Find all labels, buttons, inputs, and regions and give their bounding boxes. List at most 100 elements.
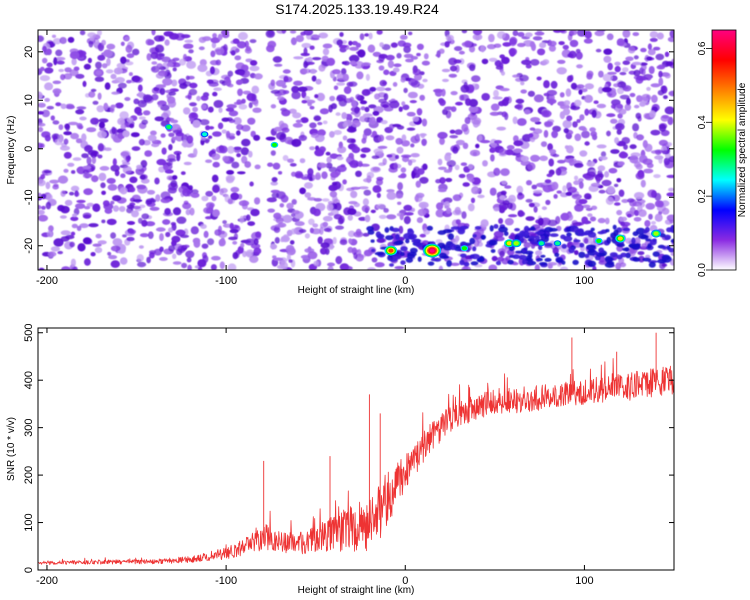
heatmap-cell [614,61,621,66]
heatmap-cell [622,227,631,232]
heatmap-cell [346,138,356,144]
heatmap-cell [618,189,625,197]
heatmap-cell [96,105,105,113]
heatmap-cell [115,102,124,109]
heatmap-cell [646,56,653,61]
heatmap-cell [233,117,242,125]
heatmap-cell [480,235,486,240]
heatmap-cell [607,62,613,71]
heatmap-cell [172,136,177,141]
heatmap-cell [656,32,664,40]
heatmap-cell [239,215,244,224]
heatmap-cell [547,143,553,151]
heatmap-cell [532,189,544,194]
heatmap-cell [144,150,153,157]
heatmap-hotspot [653,231,659,236]
heatmap-cell [63,73,73,80]
heatmap-cell [444,41,450,48]
heatmap-cell [494,140,502,144]
heatmap-cell [241,138,251,147]
heatmap-cell [415,133,420,140]
heatmap-cell [245,251,254,257]
heatmap-cell [275,79,286,87]
heatmap-cell [101,39,106,46]
heatmap-cell [84,258,91,266]
heatmap-cell [629,144,637,150]
heatmap-cell [122,165,132,174]
heatmap-cell [74,190,79,197]
heatmap-cell [384,87,392,92]
heatmap-cell [131,146,141,152]
heatmap-cell [321,171,328,179]
heatmap-cell [366,226,374,232]
heatmap-cell [113,205,119,212]
heatmap-cell [371,257,378,263]
heatmap-cell [208,81,219,87]
heatmap-cell [578,198,588,205]
heatmap-cell [598,247,605,254]
heatmap-cell [572,121,578,128]
heatmap-cell [527,227,537,231]
heatmap-cell [400,77,406,83]
y-tick-label: 300 [23,418,35,436]
heatmap-hotspot [506,241,512,246]
heatmap-cell [419,176,429,184]
heatmap-cell [504,149,515,156]
heatmap-cell [544,179,552,184]
heatmap-cell [75,73,85,79]
heatmap-cell [240,242,245,248]
heatmap-cell [386,214,397,220]
heatmap-cell [156,63,163,68]
heatmap-cell [213,87,222,91]
heatmap-cell [520,81,525,86]
heatmap-cell [561,260,566,265]
heatmap-cell [252,107,262,113]
heatmap-cell [275,217,284,224]
heatmap-cell [136,164,143,170]
heatmap-cell [490,249,496,253]
heatmap-cell [527,162,536,171]
heatmap-cell [493,224,499,229]
heatmap-cell [41,205,46,210]
heatmap-cell [572,222,583,227]
heatmap-cell [336,165,347,173]
heatmap-cell [627,198,635,203]
heatmap-cell [162,219,171,225]
heatmap-cell [335,256,343,265]
heatmap-cell [212,161,220,168]
heatmap-cell [661,207,670,215]
heatmap-cell [596,144,607,149]
heatmap-cell [205,190,214,197]
heatmap-cell [471,186,480,195]
heatmap-cell [273,257,284,261]
heatmap-cell [621,199,629,203]
heatmap-cell [633,55,639,60]
heatmap-cell [282,155,289,161]
heatmap-cell [450,243,456,251]
heatmap-cell [562,108,571,116]
heatmap-cell [615,262,622,270]
heatmap-cell [72,157,82,161]
heatmap-cell [576,119,581,123]
colorbar-label: Normalized spectral amplitude [737,82,748,217]
heatmap-cell [159,246,164,252]
heatmap-cell [98,118,109,123]
heatmap-cell [556,190,562,194]
heatmap-cell [644,220,651,227]
heatmap-cell [183,107,191,115]
heatmap-cell [462,182,470,187]
heatmap-cell [639,62,648,66]
heatmap-cell [445,177,453,183]
heatmap-cell [241,98,246,104]
heatmap-cell [240,147,250,156]
heatmap-cell [183,244,190,248]
heatmap-cell [537,48,546,56]
heatmap-cell [480,219,489,228]
heatmap-cell [647,48,656,56]
heatmap-cell [665,61,674,67]
heatmap-cell [393,240,403,246]
heatmap-cell [467,203,475,212]
heatmap-cell [599,156,608,161]
heatmap-cell [583,38,593,44]
heatmap-cell [316,92,326,102]
